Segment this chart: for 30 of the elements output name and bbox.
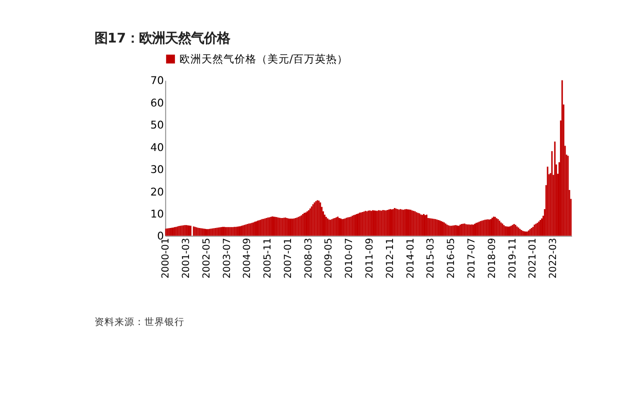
x-tick-label: 2019-11	[507, 238, 518, 279]
x-tick-label: 2012-11	[384, 238, 396, 279]
x-tick-label: 2007-01	[282, 238, 294, 279]
y-tick-label: 70	[150, 75, 164, 88]
x-tick-label: 2022-03	[548, 238, 560, 279]
y-tick-label: 20	[150, 186, 164, 198]
y-tick-label: 10	[150, 208, 164, 221]
x-tick-label: 2008-03	[303, 238, 314, 279]
x-tick-label: 2000-01	[160, 238, 172, 279]
x-tick-label: 2003-07	[222, 238, 233, 279]
x-tick-label: 2014-01	[405, 238, 416, 279]
x-tick-label: 2015-03	[426, 238, 437, 279]
x-tick-label: 2010-07	[344, 238, 356, 279]
chart-title: 图17：欧洲天然气价格	[94, 31, 231, 46]
x-tick-label: 2004-09	[242, 238, 254, 279]
y-tick-label: 30	[150, 164, 164, 176]
x-tick-label: 2021-01	[528, 238, 539, 279]
x-tick-label: 2011-09	[364, 238, 376, 279]
x-tick-label: 2005-11	[262, 238, 274, 279]
y-tick-label: 60	[150, 97, 164, 110]
x-tick-label: 2009-05	[324, 238, 335, 279]
legend-label: 欧洲天然气价格（美元/百万英热）	[179, 52, 348, 66]
x-tick-label: 2017-07	[466, 238, 478, 279]
x-tick-label: 2016-05	[446, 238, 458, 279]
x-tick-label: 2002-05	[201, 238, 212, 279]
y-tick-label: 40	[150, 142, 164, 154]
x-tick-label: 2018-09	[486, 238, 498, 279]
text: 资料来源：世界银行	[94, 316, 185, 328]
y-tick-label: 50	[150, 120, 164, 132]
x-tick-label: 2001-03	[180, 238, 192, 279]
